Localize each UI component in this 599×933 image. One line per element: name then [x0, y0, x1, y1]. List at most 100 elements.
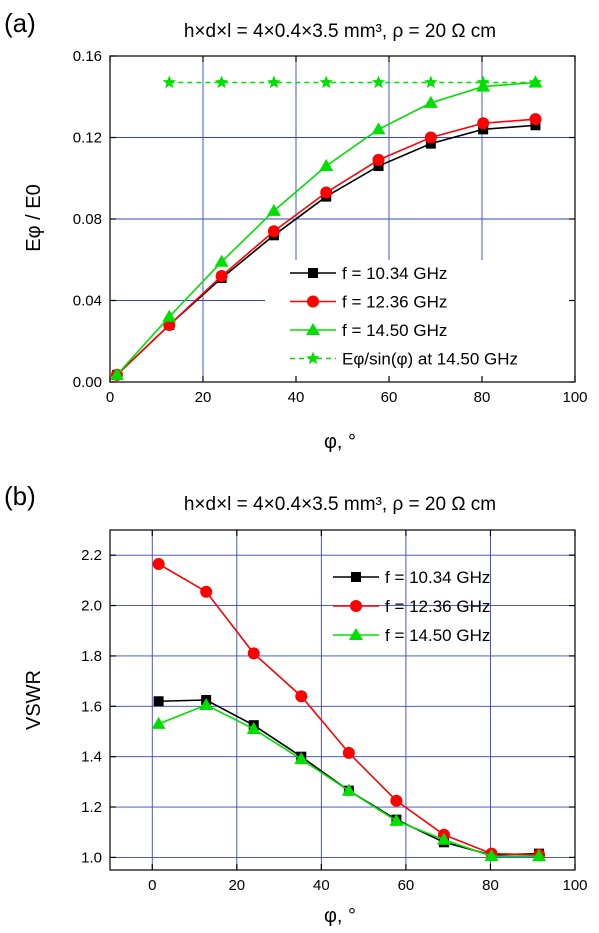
- data-point-2: [532, 849, 547, 862]
- data-point-2: [199, 698, 214, 711]
- x-tick-label: 20: [228, 877, 245, 894]
- data-point-2: [294, 752, 309, 765]
- x-tick-label: 100: [562, 389, 587, 406]
- chart-title-a: h×d×l = 4×0.4×3.5 mm³, ρ = 20 Ω cm: [184, 21, 496, 42]
- data-point-3: [267, 75, 281, 89]
- legend-label-1: f = 12.36 GHz: [385, 597, 490, 616]
- data-point-3: [319, 75, 333, 89]
- data-point-0: [530, 120, 541, 131]
- data-point-1: [215, 270, 228, 283]
- data-point-1: [390, 794, 403, 807]
- series-line-1: [116, 118, 536, 376]
- tick-group-a: 0 20 40 60 80 100 0.00 0.04 0.08 0.12 0.16: [73, 48, 588, 406]
- x-tick-label: 40: [313, 877, 330, 894]
- legend-label-2: f = 14.50 GHz: [385, 626, 490, 645]
- y-tick-label: 2.2: [81, 547, 102, 564]
- data-point-1: [320, 186, 333, 199]
- data-point-2: [341, 783, 356, 796]
- legend-marker-2: [306, 323, 320, 335]
- data-point-3: [162, 75, 176, 89]
- data-point-2: [476, 79, 491, 92]
- legend-marker-1: [307, 295, 319, 308]
- data-point-3: [371, 75, 386, 89]
- y-tick-label: 1.0: [81, 849, 102, 866]
- x-tick-label: 80: [482, 877, 499, 894]
- legend-label-2: f = 14.50 GHz: [342, 321, 447, 340]
- grid-a: [110, 56, 575, 383]
- y-tick-label: 0.08: [73, 211, 102, 228]
- legend-marker-0: [308, 268, 318, 278]
- y-tick-label: 1.4: [81, 749, 102, 766]
- y-tick-label: 1.2: [81, 799, 102, 816]
- data-point-0: [425, 138, 436, 149]
- chart-panel-a: (a) h×d×l = 4×0.4×3.5 mm³, ρ = 20 Ω cm 0…: [4, 8, 588, 453]
- data-point-0: [153, 696, 164, 707]
- x-tick-label: 40: [288, 389, 305, 406]
- x-tick-label: 60: [381, 389, 398, 406]
- data-point-1: [247, 647, 260, 660]
- series-group-a: [109, 75, 543, 381]
- data-point-2: [423, 95, 438, 108]
- legend-marker-0: [351, 572, 361, 582]
- data-point-3: [424, 75, 438, 89]
- data-point-1: [372, 153, 385, 166]
- x-tick-label: 0: [106, 389, 114, 406]
- x-tick-label: 0: [148, 877, 156, 894]
- chart-title-b: h×d×l = 4×0.4×3.5 mm³, ρ = 20 Ω cm: [184, 494, 496, 515]
- data-point-1: [477, 117, 490, 130]
- legend-b: f = 10.34 GHz f = 12.36 GHz f = 14.50 GHz: [333, 568, 490, 645]
- legend-label-0: f = 10.34 GHz: [385, 568, 490, 587]
- legend-marker-1: [350, 600, 362, 612]
- y-axis-label-a: Eφ / E0: [23, 184, 45, 251]
- legend-label-3: Eφ/sin(φ) at 14.50 GHz: [342, 350, 518, 369]
- legend-label-1: f = 12.36 GHz: [342, 293, 447, 312]
- data-point-1: [342, 746, 355, 759]
- data-point-1: [267, 225, 280, 238]
- data-point-1: [163, 318, 176, 331]
- data-point-0: [373, 161, 384, 172]
- data-point-2: [109, 367, 124, 380]
- data-point-2: [389, 813, 404, 826]
- y-tick-label: 0.04: [73, 293, 102, 310]
- y-tick-label: 0.12: [73, 130, 102, 147]
- x-tick-label: 20: [195, 389, 212, 406]
- data-point-2: [371, 122, 386, 135]
- data-point-2: [162, 309, 177, 322]
- legend-a: f = 10.34 GHz f = 12.36 GHz f = 14.50 GHz E…: [290, 264, 518, 369]
- data-point-3: [528, 75, 543, 89]
- data-point-2: [214, 254, 229, 267]
- data-point-2: [151, 716, 166, 729]
- data-point-2: [319, 159, 334, 172]
- y-tick-label: 0.16: [73, 48, 102, 65]
- y-tick-label: 2.0: [81, 598, 102, 615]
- data-point-1: [152, 558, 165, 570]
- series-group-b: [151, 558, 547, 862]
- data-point-0: [478, 124, 489, 135]
- y-axis-label-b: VSWR: [23, 670, 45, 730]
- data-point-2: [246, 721, 261, 734]
- data-point-1: [295, 690, 308, 703]
- grid-b: [110, 530, 575, 870]
- x-tick-label: 80: [474, 389, 491, 406]
- panel-label-b: (b): [4, 481, 36, 511]
- data-point-3: [476, 75, 490, 89]
- x-axis-label-a: φ, °: [324, 431, 356, 453]
- y-tick-label: 1.8: [81, 648, 102, 665]
- data-point-2: [266, 203, 281, 216]
- tick-group-b: 0 20 40 60 80 100 1.0 1.2 1.4 1.6 1.8 2.0 2.2: [81, 530, 588, 894]
- plot-frame-b: [109, 529, 576, 871]
- data-point-2: [436, 832, 451, 845]
- chart-panel-b: (b) h×d×l = 4×0.4×3.5 mm³, ρ = 20 Ω cm 0…: [4, 481, 588, 927]
- x-tick-label: 100: [562, 877, 587, 894]
- data-point-1: [424, 131, 437, 144]
- x-axis-label-b: φ, °: [324, 905, 356, 927]
- legend-label-0: f = 10.34 GHz: [342, 264, 447, 283]
- data-point-1: [200, 585, 213, 598]
- panel-label-a: (a): [4, 8, 36, 38]
- data-point-3: [214, 75, 229, 89]
- legend-marker-2: [349, 628, 363, 640]
- data-point-1: [529, 113, 542, 126]
- legend-marker-3: [306, 351, 320, 365]
- y-tick-label: 1.6: [81, 698, 102, 715]
- series-line-0: [158, 699, 540, 856]
